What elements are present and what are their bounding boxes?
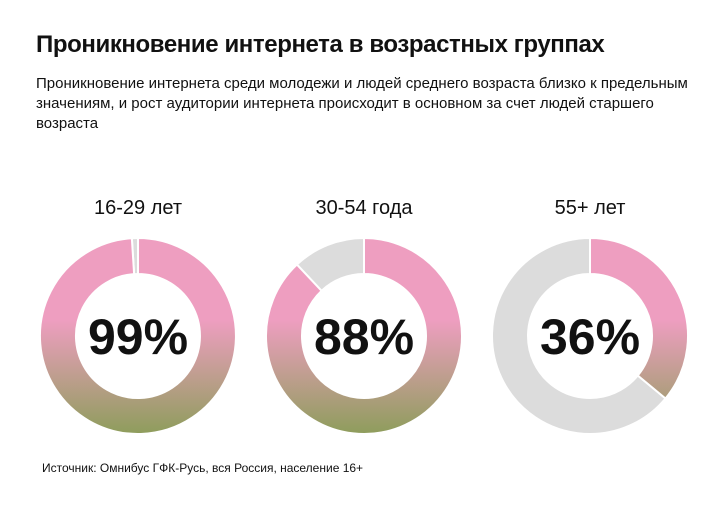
value-slice (38, 236, 237, 435)
page-subtitle: Проникновение интернета среди молодежи и… (36, 75, 688, 132)
category-label: 16-29 лет (94, 197, 182, 219)
donut-chart-2: 30-54 года 88% (265, 197, 463, 435)
value-label: 99% (88, 309, 188, 365)
page-title: Проникновение интернета в возрастных гру… (36, 31, 605, 58)
donut-chart-1: 16-29 лет 99% (38, 197, 237, 435)
value-slice (589, 236, 689, 400)
source-note: Источник: Омнибус ГФК-Русь, вся Россия, … (42, 461, 364, 475)
donut-chart-3: 55+ лет 36% (491, 197, 689, 435)
category-label: 55+ лет (555, 197, 626, 219)
value-label: 36% (540, 309, 640, 365)
value-label: 88% (314, 309, 414, 365)
category-label: 30-54 года (315, 197, 413, 219)
remainder-slice (491, 236, 667, 435)
value-slice (265, 236, 463, 435)
